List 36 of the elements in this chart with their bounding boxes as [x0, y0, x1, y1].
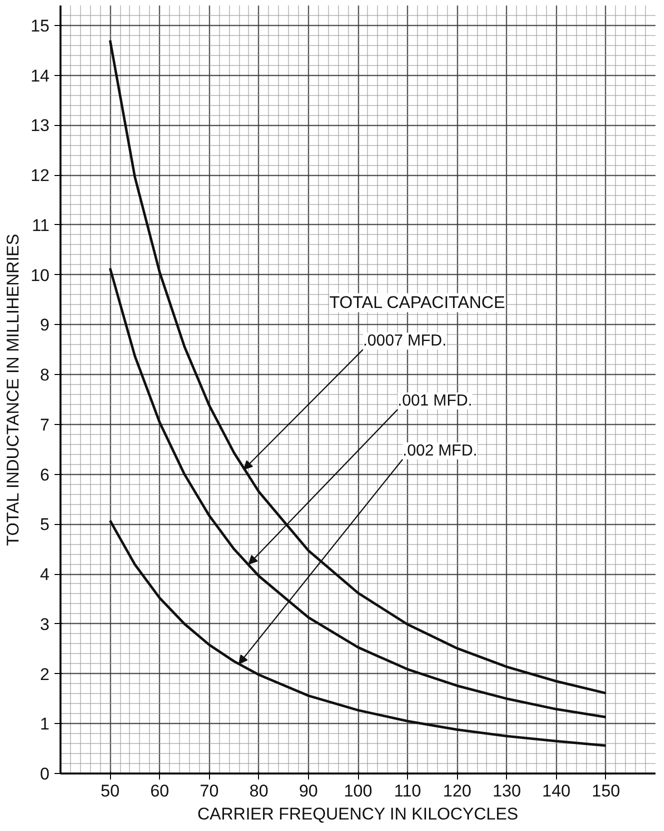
annotation: .001 MFD.	[398, 392, 472, 410]
y-tick-label: 1	[40, 714, 50, 734]
y-tick-label: 9	[40, 316, 50, 335]
y-axis-title: TOTAL INDUCTANCE IN MILLIHENRIES	[4, 234, 23, 546]
x-tick-label: 130	[492, 782, 521, 800]
y-tick-label: 5	[40, 515, 50, 534]
annotation: .002 MFD.	[402, 442, 478, 460]
line-series	[108, 39, 608, 694]
y-tick-label: 13	[30, 116, 50, 136]
line-series	[108, 267, 608, 718]
x-tick-label: 80	[249, 782, 268, 800]
y-tick-label: 10	[30, 266, 50, 285]
annotation: TOTAL CAPACITANCE	[329, 293, 506, 312]
y-tick-label: 12	[30, 166, 50, 186]
y-tick-label: 2	[40, 664, 50, 684]
x-axis-title: CARRIER FREQUENCY IN KILOCYCLES	[197, 804, 518, 824]
y-tick-label: 0	[40, 764, 50, 784]
y-tick-label: 3	[40, 614, 50, 634]
y-tick-label: 8	[40, 366, 50, 385]
x-tick-label: 150	[592, 782, 620, 800]
annotation: .0007 MFD.	[362, 332, 447, 350]
y-tick-label: 11	[32, 216, 50, 235]
x-tick-label: 100	[344, 782, 372, 800]
x-tick-label: 140	[542, 782, 571, 800]
y-tick-label: 14	[30, 66, 50, 86]
y-tick-label: 7	[40, 415, 50, 434]
x-tick-label: 110	[394, 782, 422, 800]
x-tick-label: 50	[100, 782, 120, 800]
x-tick-label: 70	[200, 782, 219, 800]
x-tick-label: 60	[150, 782, 170, 800]
y-tick-label: 6	[40, 465, 50, 484]
y-tick-label: 15	[30, 16, 50, 36]
x-tick-label: 90	[298, 782, 318, 800]
x-tick-label: 120	[442, 782, 472, 800]
line-series	[108, 519, 608, 747]
y-tick-label: 4	[40, 565, 50, 584]
